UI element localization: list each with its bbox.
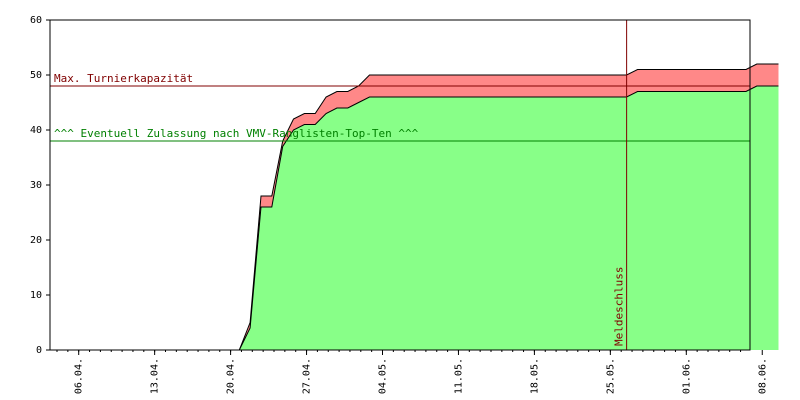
reference-lines: Max. Turnierkapazität ^^^ Eventuell Zulas… xyxy=(50,20,750,350)
x-tick-label-25.05.: 25.05. xyxy=(605,358,616,394)
series-area-confirmed xyxy=(57,86,779,350)
reference-line-label-1: ^^^ Eventuell Zulassung nach VMV-Ranglis… xyxy=(54,127,419,140)
series-line-total xyxy=(57,63,779,351)
y-tick-label-40: 40 xyxy=(30,125,42,136)
deadline-marker-label: Meldeschluss xyxy=(613,267,626,346)
x-tick-label-06.04.: 06.04. xyxy=(74,358,85,394)
y-tick-label-10: 10 xyxy=(30,290,42,301)
y-tick-label-30: 30 xyxy=(30,180,42,191)
series-line-confirmed xyxy=(57,85,779,351)
x-tick-label-13.04.: 13.04. xyxy=(150,358,161,394)
reference-line-label-0: Max. Turnierkapazität xyxy=(54,72,193,85)
x-tick-label-27.04.: 27.04. xyxy=(302,358,313,394)
x-tick-label-04.05.: 04.05. xyxy=(378,358,389,394)
y-tick-label-0: 0 xyxy=(36,345,42,356)
x-tick-label-20.04.: 20.04. xyxy=(226,358,237,394)
x-tick-label-08.06.: 08.06. xyxy=(757,358,768,394)
x-tick-label-18.05.: 18.05. xyxy=(529,358,540,394)
axes: 0 10 20 30 40 50 60 06.04. 13.04. 20.04. 27.04. 04.… xyxy=(30,15,768,394)
y-tick-label-50: 50 xyxy=(30,70,42,81)
y-tick-label-20: 20 xyxy=(30,235,42,246)
x-tick-label-01.06.: 01.06. xyxy=(681,358,692,394)
series-areas xyxy=(57,63,779,351)
x-tick-label-11.05.: 11.05. xyxy=(453,358,464,394)
y-tick-label-60: 60 xyxy=(30,15,42,26)
